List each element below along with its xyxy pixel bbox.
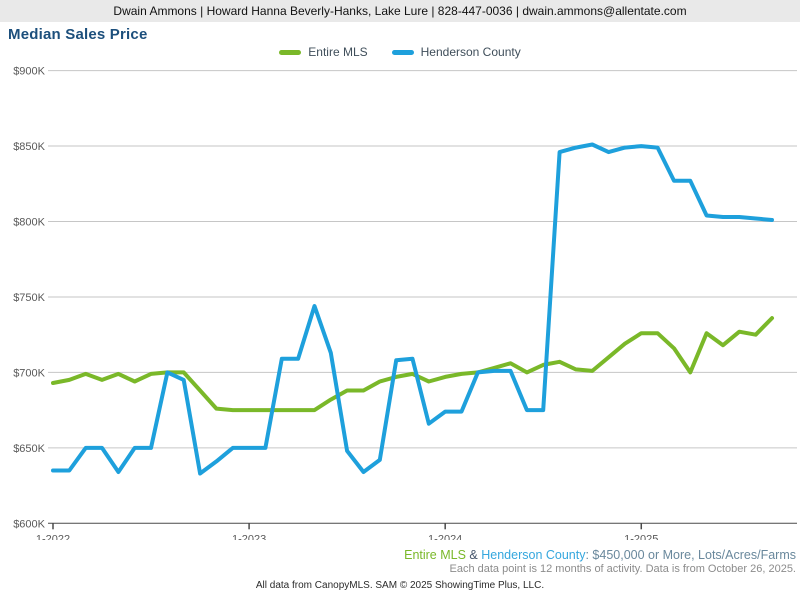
henderson-county-swatch-icon	[391, 49, 414, 55]
entire-mls-swatch-icon	[279, 49, 302, 55]
x-axis-tick-label: 1-2025	[624, 533, 658, 540]
filter-series1-label: Entire MLS	[404, 548, 466, 562]
agent-contact-text: Dwain Ammons | Howard Hanna Beverly-Hank…	[113, 4, 687, 18]
y-axis-tick-label: $650K	[13, 443, 45, 455]
chart-filter-caption: Entire MLS & Henderson County: $450,000 …	[404, 548, 796, 562]
filter-series2-label: Henderson County	[481, 548, 586, 562]
data-credit-text: All data from CanopyMLS. SAM © 2025 Show…	[255, 580, 545, 591]
median-sales-price-line-chart: $600K $650K $700K $750K $800K $850K $900K 1-202…	[13, 66, 797, 540]
y-axis-tick-label: $600K	[13, 518, 45, 530]
y-axis-tick-label: $850K	[13, 141, 45, 153]
legend-label-henderson-county: Henderson County	[420, 45, 521, 59]
legend-item-entire-mls[interactable]: Entire MLS	[279, 45, 368, 59]
y-axis-tick-label: $700K	[13, 367, 45, 379]
legend-label-entire-mls: Entire MLS	[308, 45, 368, 59]
series-line-henderson-county	[51, 142, 774, 476]
chart-legend: Entire MLS Henderson County	[0, 44, 800, 60]
header-bar: Dwain Ammons | Howard Hanna Beverly-Hank…	[0, 0, 800, 22]
filter-criteria-text: : $450,000 or More, Lots/Acres/Farms	[585, 548, 796, 562]
x-axis-tick-label: 1-2024	[428, 533, 462, 540]
data-note-text: Each data point is 12 months of activity…	[449, 563, 796, 575]
y-axis-tick-label: $800K	[13, 217, 45, 229]
y-axis-tick-label: $900K	[13, 66, 45, 78]
x-axis-tick-label: 1-2022	[36, 533, 70, 540]
filter-separator: &	[465, 548, 482, 562]
y-axis-tick-label: $750K	[13, 292, 45, 304]
page-title: Median Sales Price	[8, 26, 148, 43]
series-line-entire-mls	[51, 316, 774, 413]
x-axis-tick-label: 1-2023	[232, 533, 266, 540]
legend-item-henderson-county[interactable]: Henderson County	[391, 45, 521, 59]
